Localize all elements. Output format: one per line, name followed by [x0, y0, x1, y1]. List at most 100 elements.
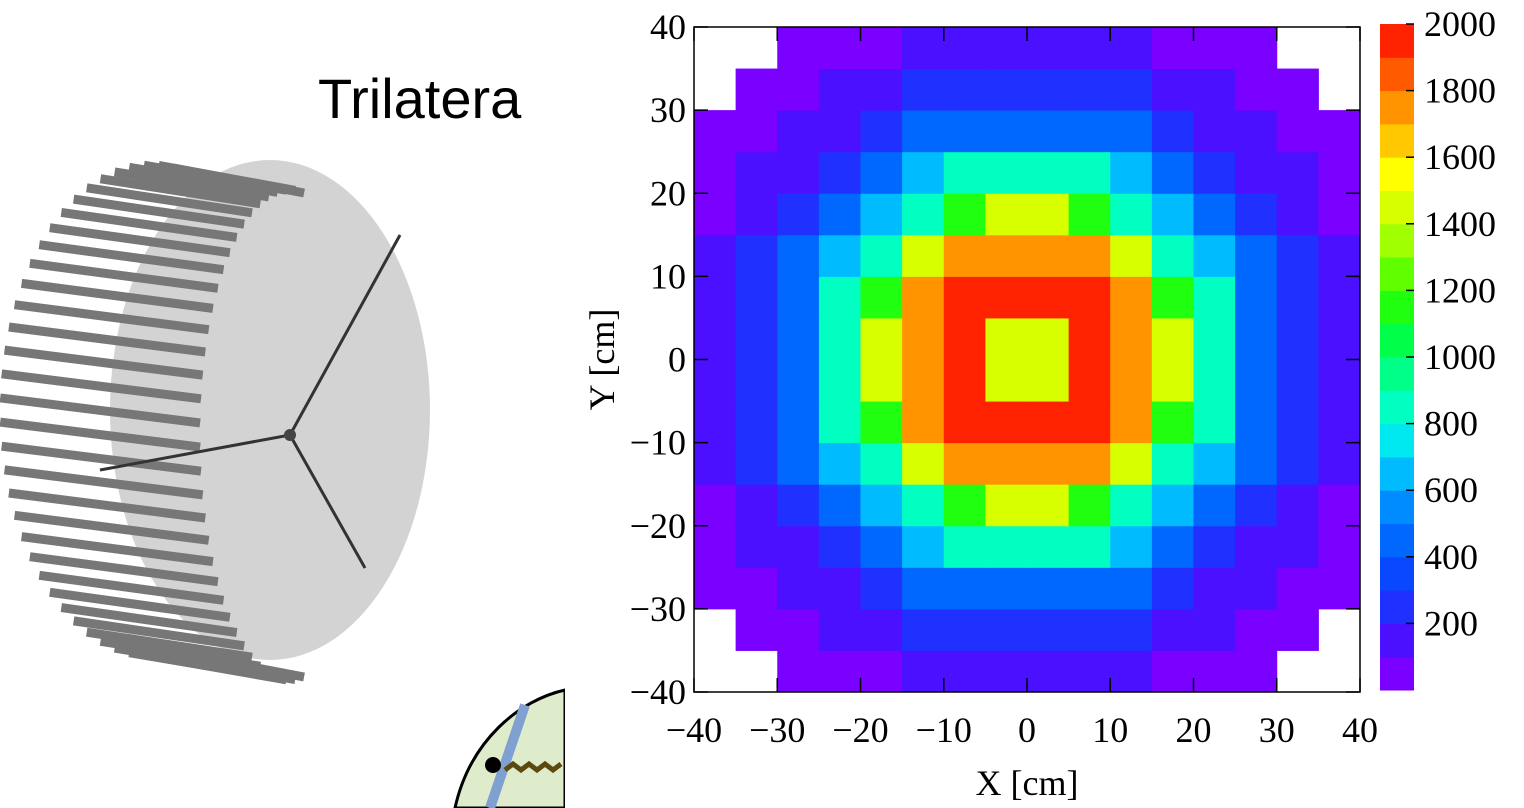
colorbar-swatch: [1380, 623, 1414, 657]
heatmap-cell: [1194, 193, 1236, 235]
heatmap-cell: [902, 443, 944, 485]
heatmap-cell: [1235, 193, 1277, 235]
heatmap-cell: [861, 443, 903, 485]
colorbar-swatch: [1380, 224, 1414, 258]
heatmap-cell: [694, 443, 736, 485]
heatmap-cell: [736, 526, 778, 568]
colorbar-swatch: [1380, 657, 1414, 691]
heatmap-cell: [736, 152, 778, 194]
heatmap-cell: [944, 152, 986, 194]
heatmap-cell: [1194, 110, 1236, 152]
colorbar-tick-label: 400: [1424, 537, 1478, 577]
heatmap-cell: [902, 27, 944, 69]
heatmap-cell: [1069, 443, 1111, 485]
heatmap-cell: [736, 443, 778, 485]
colorbar-swatch: [1380, 457, 1414, 491]
heatmap-cell: [944, 526, 986, 568]
heatmap-cell: [777, 235, 819, 277]
heatmap-cell: [985, 110, 1027, 152]
heatmap-cell: [902, 567, 944, 609]
slide-title: Trilatera: [318, 67, 522, 130]
page: Trilatera −40−30−20−10010203040−40−30−20…: [0, 0, 1524, 808]
heatmap-cell: [1027, 27, 1069, 69]
heatmap-cell: [777, 526, 819, 568]
heatmap-cell: [861, 69, 903, 111]
heatmap-cell: [819, 235, 861, 277]
heatmap-cell: [819, 609, 861, 651]
heatmap-cell: [777, 650, 819, 692]
heatmap-cell: [944, 193, 986, 235]
heatmap-cell: [1110, 360, 1152, 402]
heatmap-cell: [861, 27, 903, 69]
heatmap-cell: [1277, 69, 1319, 111]
heatmap-cell: [1152, 110, 1194, 152]
x-tick-label: 10: [1092, 710, 1128, 750]
colorbar-swatch: [1380, 57, 1414, 91]
heatmap-cell: [902, 609, 944, 651]
heatmap-cell: [1235, 276, 1277, 318]
heatmap-cell: [1110, 193, 1152, 235]
heatmap-cell: [1235, 235, 1277, 277]
heatmap-cell: [1110, 567, 1152, 609]
heatmap-cell: [1110, 152, 1152, 194]
heatmap-cell: [1235, 567, 1277, 609]
heatmap-cell: [1110, 318, 1152, 360]
heatmap-cell: [944, 360, 986, 402]
heatmap-cell: [1152, 443, 1194, 485]
heatmap-cell: [1027, 484, 1069, 526]
x-tick-label: −10: [916, 710, 972, 750]
heatmap-cell: [777, 360, 819, 402]
heatmap-cell: [694, 484, 736, 526]
heatmap-cell: [1152, 360, 1194, 402]
colorbar-tick-label: 1200: [1424, 270, 1496, 310]
heatmap-cell: [1069, 193, 1111, 235]
heatmap-cell: [985, 609, 1027, 651]
heatmap-cell: [1027, 609, 1069, 651]
heatmap-cell: [1027, 443, 1069, 485]
heatmap-cell: [861, 235, 903, 277]
detector-disk: [110, 160, 430, 660]
heatmap-cell: [1194, 69, 1236, 111]
heatmap-cell: [777, 401, 819, 443]
heatmap-cell: [736, 318, 778, 360]
heatmap-cell: [1152, 235, 1194, 277]
heatmap-cell: [1110, 110, 1152, 152]
heatmap-cell: [902, 318, 944, 360]
heatmap-cell: [1069, 235, 1111, 277]
x-tick-label: −30: [749, 710, 805, 750]
heatmap-cell: [1277, 609, 1319, 651]
slide: Trilatera −40−30−20−10010203040−40−30−20…: [0, 0, 1524, 808]
heatmap-cell: [1027, 235, 1069, 277]
heatmap-cell: [861, 484, 903, 526]
heatmap-cell: [1110, 609, 1152, 651]
heatmap-cell: [777, 193, 819, 235]
y-tick-label: −40: [630, 672, 686, 712]
heatmap-cell: [902, 401, 944, 443]
heatmap-cell: [944, 484, 986, 526]
heatmap-cell: [861, 110, 903, 152]
heatmap-cell: [1027, 567, 1069, 609]
heatmap-cell: [694, 152, 736, 194]
heatmap-cell: [1110, 27, 1152, 69]
heatmap-cell: [819, 318, 861, 360]
heatmap-cell: [1152, 193, 1194, 235]
heatmap-cell: [1318, 401, 1360, 443]
heatmap-cell: [1318, 276, 1360, 318]
heatmap-cell: [1277, 110, 1319, 152]
heatmap-cell: [1318, 526, 1360, 568]
heatmap-cell: [902, 110, 944, 152]
colorbar-swatch: [1380, 191, 1414, 225]
heatmap-cell: [1027, 650, 1069, 692]
heatmap-cell: [777, 318, 819, 360]
heatmap-cell: [1110, 69, 1152, 111]
heatmap-cell: [902, 650, 944, 692]
heatmap-cell: [1110, 401, 1152, 443]
heatmap-cell: [944, 318, 986, 360]
heatmap-cell: [1152, 69, 1194, 111]
x-tick-label: 30: [1259, 710, 1295, 750]
heatmap-cell: [736, 567, 778, 609]
heatmap-cell: [944, 443, 986, 485]
heatmap-cell: [985, 235, 1027, 277]
heatmap-cell: [819, 567, 861, 609]
heatmap-cell: [1152, 650, 1194, 692]
